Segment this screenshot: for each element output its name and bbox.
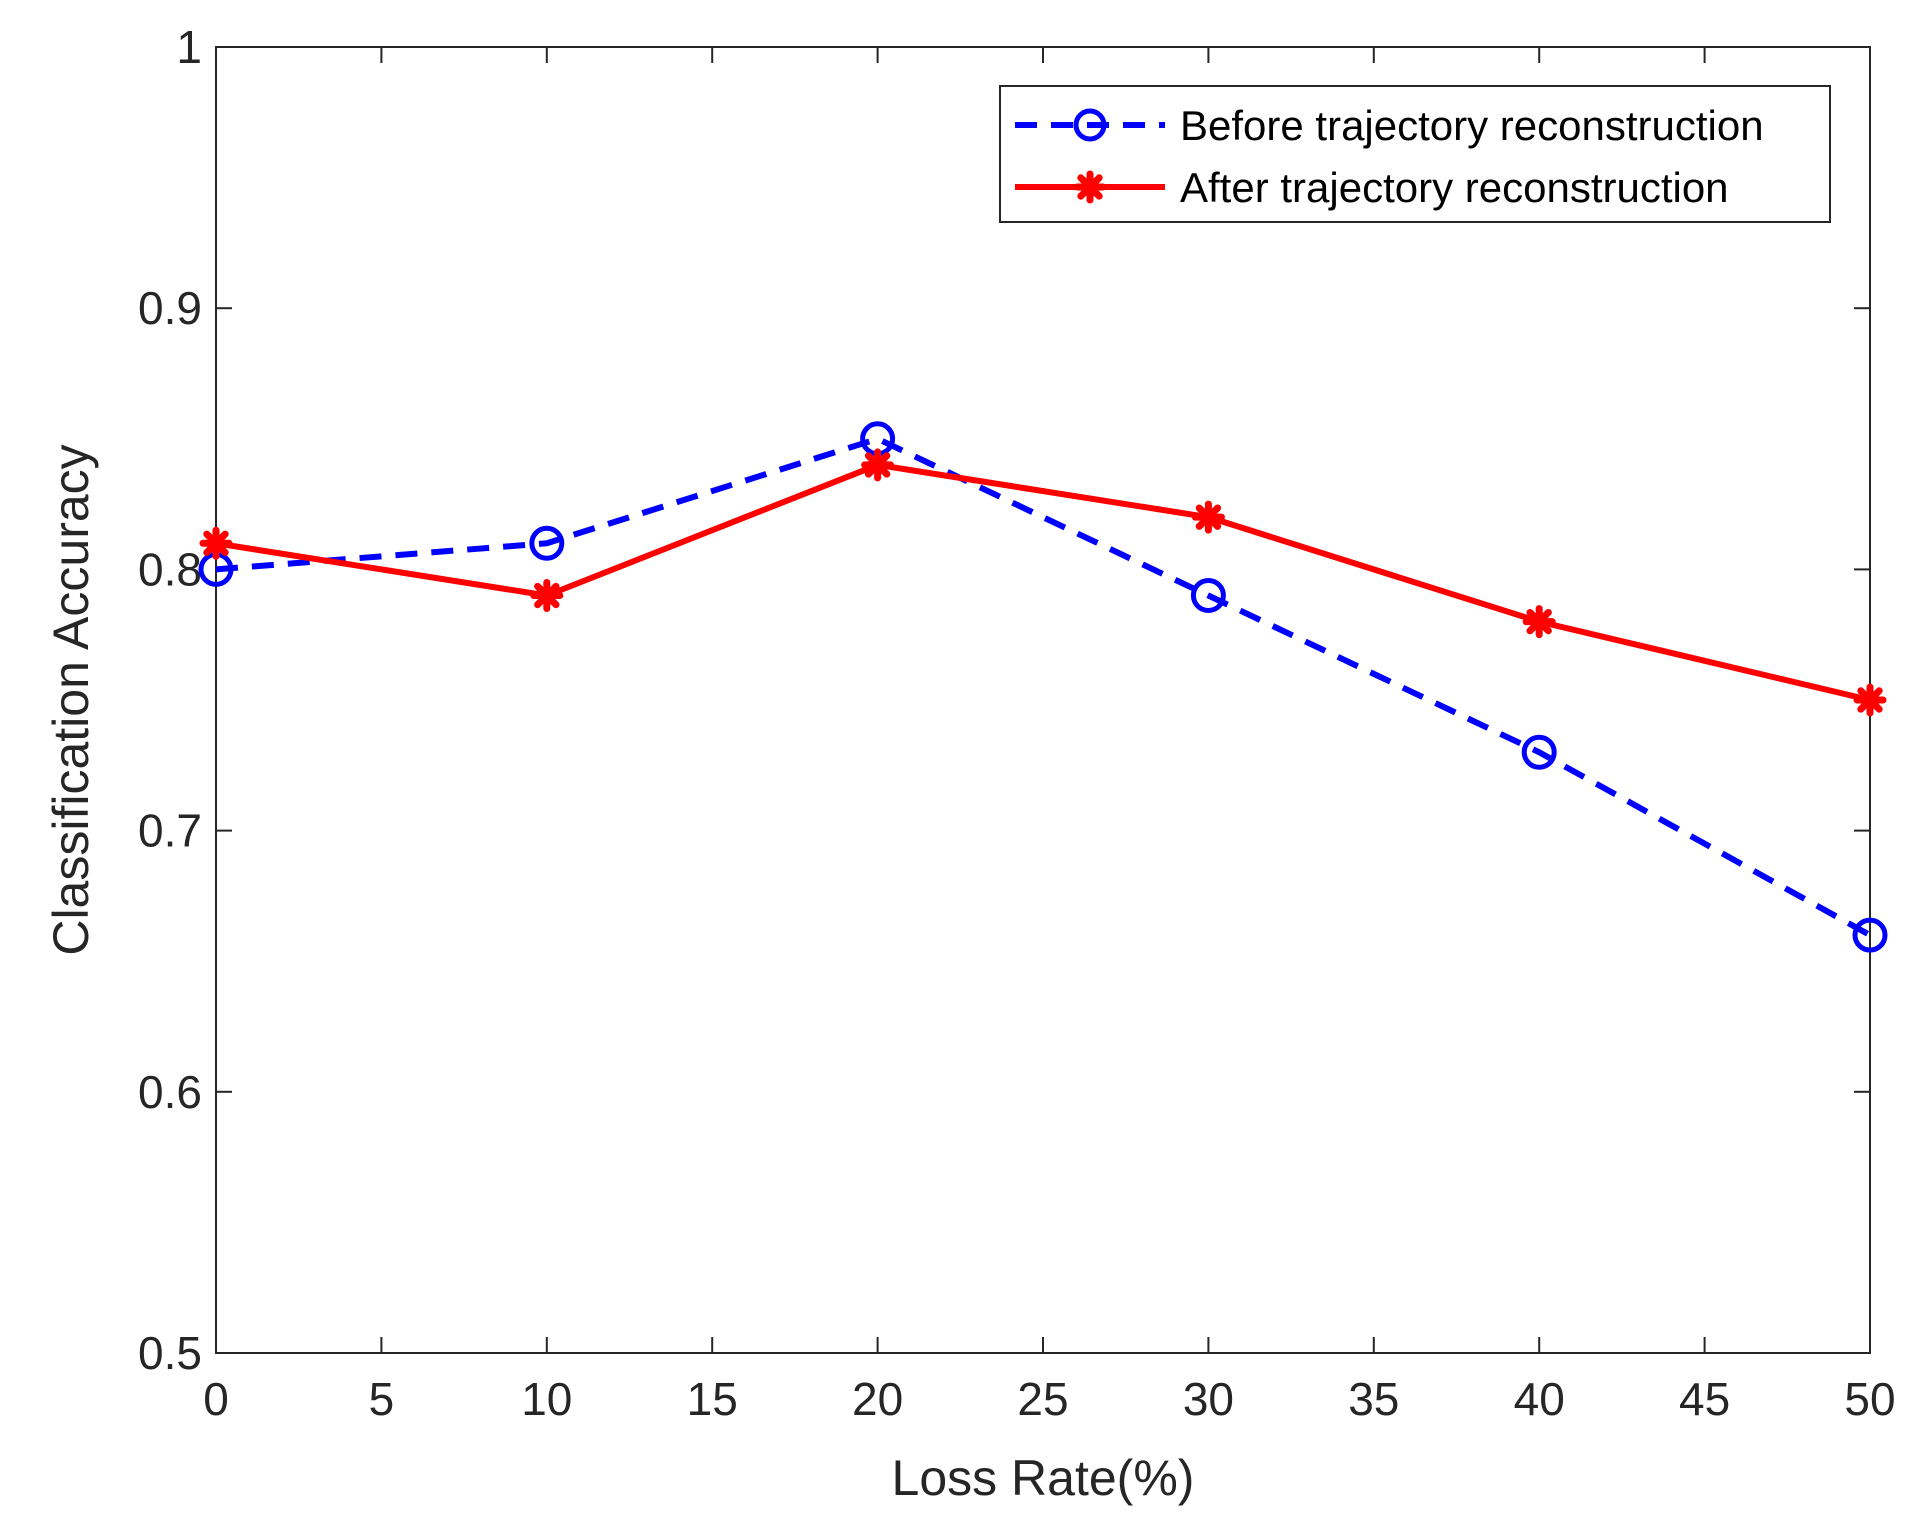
data-point-before [1521,734,1557,770]
y-tick-label: 1 [176,21,202,73]
data-point-after [530,579,564,613]
legend-box [999,85,1831,223]
x-tick-label: 10 [521,1373,572,1425]
data-point-after [1853,683,1887,717]
y-tick-label: 0.7 [138,805,202,857]
data-point-before [529,525,565,561]
data-point-after [861,448,895,482]
y-tick-label: 0.8 [138,543,202,595]
asterisk-center [1531,613,1548,630]
legend-marker-after [1073,170,1107,204]
x-tick-label: 15 [687,1373,738,1425]
x-tick-label: 35 [1348,1373,1399,1425]
asterisk-center [1862,692,1878,708]
data-point-before [1852,917,1888,953]
x-tick-label: 25 [1017,1373,1068,1425]
asterisk-center [208,535,224,552]
y-tick-label: 0.9 [138,282,202,334]
data-point-after [1522,605,1556,639]
axes: 0 5 10 15 20 25 30 35 40 45 50 0.5 0.6 0.7 0.8 0.9 1 [138,21,1896,1425]
asterisk-center [869,456,886,473]
legend-marker-before [1073,108,1107,142]
series-layer [198,421,1888,953]
x-axis-label: Loss Rate(%) [892,1450,1195,1506]
x-tick-label: 5 [369,1373,395,1425]
x-tick-label: 0 [203,1373,229,1425]
x-tick-label: 50 [1844,1373,1895,1425]
legend-label-after: After trajectory reconstruction [1180,164,1729,211]
x-tick-label: 45 [1679,1373,1730,1425]
data-point-after [199,526,233,560]
asterisk-center [538,587,555,604]
legend-asterisk [1073,170,1107,204]
plot-area [215,46,1871,1354]
series-line-1 [215,461,1871,703]
x-tick-label: 20 [852,1373,903,1425]
y-axis-label: Classification Accuracy [43,444,99,955]
x-tick-label: 40 [1514,1373,1565,1425]
x-tick-label: 30 [1183,1373,1234,1425]
y-tick-label: 0.5 [138,1327,202,1379]
legend-label-before: Before trajectory reconstruction [1180,102,1764,149]
legend: Before trajectory reconstruction After t… [999,85,1831,223]
asterisk-center [1200,509,1217,526]
data-point-before [1190,578,1226,614]
y-tick-label: 0.6 [138,1066,202,1118]
asterisk-center [1082,179,1098,195]
data-point-after [1191,500,1225,534]
